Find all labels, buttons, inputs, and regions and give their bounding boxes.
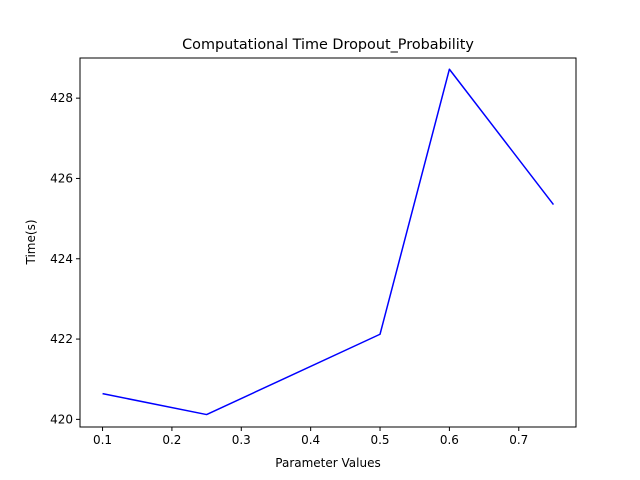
plot-area: 0.1 0.2 0.3 0.4 0.5 0.6 0.7 420 422 424 426 428 xyxy=(50,57,577,447)
y-tick-label: 424 xyxy=(50,252,73,266)
x-axis-ticks: 0.1 0.2 0.3 0.4 0.5 0.6 0.7 xyxy=(93,427,528,447)
y-axis-ticks: 420 422 424 426 428 xyxy=(50,91,80,426)
x-tick-label: 0.1 xyxy=(93,433,112,447)
series-layer xyxy=(102,68,555,416)
y-tick-label: 428 xyxy=(50,91,73,105)
axes-frame xyxy=(79,57,577,428)
x-tick-label: 0.4 xyxy=(301,433,320,447)
x-tick-label: 0.6 xyxy=(440,433,459,447)
chart-title: Computational Time Dropout_Probability xyxy=(182,37,474,53)
y-tick-label: 420 xyxy=(50,412,73,426)
y-axis-label: Time(s) xyxy=(24,220,38,266)
series-line xyxy=(102,68,555,416)
x-tick-label: 0.7 xyxy=(509,433,528,447)
y-tick-label: 426 xyxy=(50,171,73,185)
x-tick-label: 0.2 xyxy=(162,433,181,447)
x-tick-label: 0.3 xyxy=(232,433,251,447)
x-tick-label: 0.5 xyxy=(370,433,389,447)
y-tick-label: 422 xyxy=(50,332,73,346)
x-axis-label: Parameter Values xyxy=(275,456,380,470)
